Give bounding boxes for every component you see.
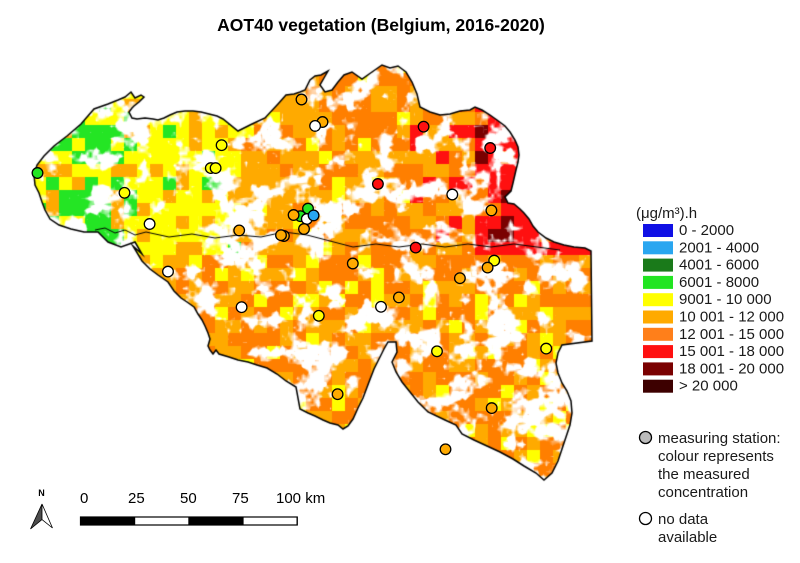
svg-text:6001 - 8000: 6001 - 8000: [679, 274, 759, 291]
svg-text:50: 50: [180, 490, 197, 507]
svg-text:10 001 - 12 000: 10 001 - 12 000: [679, 309, 784, 326]
svg-text:15 001 - 18 000: 15 001 - 18 000: [679, 343, 784, 360]
svg-text:75: 75: [232, 490, 249, 507]
svg-text:colour represents: colour represents: [658, 448, 774, 465]
svg-text:18 001 - 20 000: 18 001 - 20 000: [679, 360, 784, 377]
svg-text:0: 0: [80, 490, 88, 507]
svg-text:12 001 - 15 000: 12 001 - 15 000: [679, 326, 784, 343]
svg-text:0 - 2000: 0 - 2000: [679, 222, 734, 239]
svg-text:measuring station:: measuring station:: [658, 430, 781, 447]
svg-text:N: N: [38, 488, 45, 498]
svg-text:no data: no data: [658, 511, 709, 528]
svg-text:25: 25: [128, 490, 145, 507]
svg-text:9001 - 10 000: 9001 - 10 000: [679, 291, 772, 308]
svg-text:(μg/m³).h: (μg/m³).h: [636, 205, 697, 222]
svg-text:available: available: [658, 529, 717, 546]
svg-text:2001 - 4000: 2001 - 4000: [679, 239, 759, 256]
svg-text:100 km: 100 km: [276, 490, 325, 507]
svg-text:4001 - 6000: 4001 - 6000: [679, 257, 759, 274]
svg-text:> 20 000: > 20 000: [679, 378, 738, 395]
svg-text:concentration: concentration: [658, 484, 748, 501]
svg-text:the measured: the measured: [658, 466, 750, 483]
